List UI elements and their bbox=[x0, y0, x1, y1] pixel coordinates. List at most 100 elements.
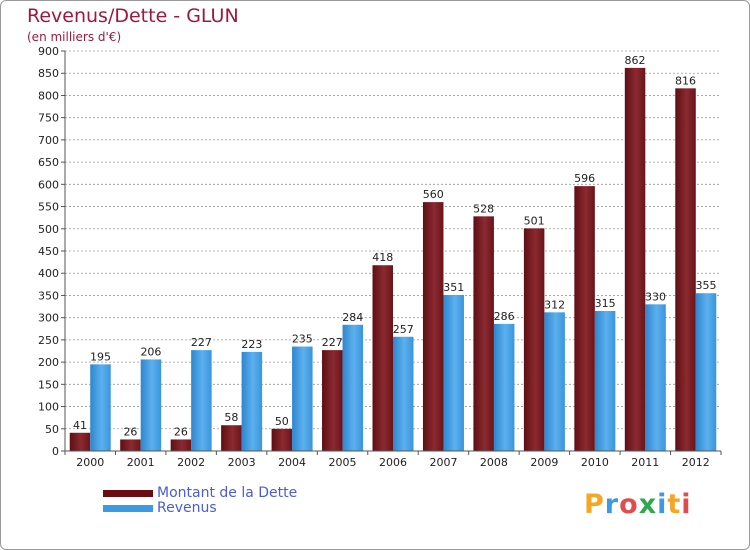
revenue-value-label: 284 bbox=[342, 311, 363, 324]
y-tick-label: 550 bbox=[38, 201, 59, 214]
revenue-value-label: 235 bbox=[292, 333, 313, 346]
revenue-bar bbox=[443, 295, 464, 451]
debt-value-label: 58 bbox=[224, 411, 238, 424]
legend-swatch-debt bbox=[103, 490, 153, 497]
logo-letter: t bbox=[667, 489, 682, 520]
debt-bar bbox=[120, 439, 141, 451]
logo-letter: x bbox=[638, 489, 658, 520]
y-tick-label: 450 bbox=[38, 245, 59, 258]
debt-value-label: 596 bbox=[574, 172, 595, 185]
revenue-bar bbox=[342, 324, 364, 451]
revenue-bar bbox=[695, 293, 717, 451]
debt-bar bbox=[473, 216, 494, 451]
debt-bar bbox=[523, 228, 545, 451]
y-tick-label: 800 bbox=[38, 89, 59, 102]
debt-value-label: 862 bbox=[625, 54, 646, 67]
x-tick-label: 2010 bbox=[581, 456, 609, 469]
y-tick-label: 150 bbox=[38, 378, 59, 391]
revenue-value-label: 195 bbox=[90, 350, 111, 363]
y-tick-label: 750 bbox=[38, 112, 59, 125]
revenue-value-label: 330 bbox=[645, 290, 666, 303]
y-tick-label: 850 bbox=[38, 67, 59, 80]
revenue-value-label: 315 bbox=[595, 297, 616, 310]
y-tick-label: 250 bbox=[38, 334, 59, 347]
x-axis: 2000 2001 2002 2003 2004 2005 2006 2007 2008 2009… bbox=[64, 450, 722, 469]
debt-value-label: 50 bbox=[275, 415, 289, 428]
y-tick-label: 300 bbox=[38, 312, 59, 325]
y-tick-label: 50 bbox=[45, 423, 59, 436]
y-tick-label: 0 bbox=[52, 445, 59, 458]
debt-bar bbox=[675, 88, 696, 451]
x-tick-label: 2006 bbox=[379, 456, 407, 469]
bars bbox=[69, 67, 717, 451]
debt-value-label: 26 bbox=[123, 425, 137, 438]
revenue-bar bbox=[645, 304, 666, 451]
debt-value-label: 528 bbox=[473, 202, 494, 215]
debt-value-label: 26 bbox=[174, 425, 188, 438]
x-tick-label: 2004 bbox=[278, 456, 306, 469]
revenue-bar bbox=[544, 312, 565, 451]
y-axis: 0 50 100 150 200 250 300 350 400 450 500 550 600 650 7… bbox=[38, 45, 66, 458]
y-tick-label: 200 bbox=[38, 356, 59, 369]
logo-letter: o bbox=[619, 489, 639, 520]
x-tick-label: 2000 bbox=[76, 456, 104, 469]
legend-label-debt: Montant de la Dette bbox=[157, 485, 298, 501]
revenue-bar bbox=[393, 336, 414, 451]
revenue-bar bbox=[292, 346, 313, 451]
x-tick-label: 2007 bbox=[429, 456, 457, 469]
debt-bar bbox=[422, 202, 444, 451]
debt-bar bbox=[221, 425, 242, 451]
debt-value-label: 560 bbox=[423, 188, 444, 201]
revenue-bar bbox=[90, 364, 111, 451]
revenue-value-label: 206 bbox=[140, 345, 161, 358]
x-tick-label: 2001 bbox=[127, 456, 155, 469]
revenue-value-label: 355 bbox=[696, 279, 717, 292]
x-tick-label: 2012 bbox=[682, 456, 710, 469]
revenue-value-label: 223 bbox=[241, 338, 262, 351]
x-tick-label: 2002 bbox=[177, 456, 205, 469]
revenue-value-label: 227 bbox=[191, 336, 212, 349]
chart-subtitle: (en milliers d'€) bbox=[27, 30, 122, 44]
legend-label-revenue: Revenus bbox=[157, 500, 217, 516]
debt-value-label: 41 bbox=[73, 419, 87, 432]
y-tick-label: 100 bbox=[38, 401, 59, 414]
logo-letter: r bbox=[604, 489, 620, 520]
debt-bar bbox=[271, 428, 293, 451]
revenue-value-label: 312 bbox=[544, 298, 565, 311]
debt-bar bbox=[69, 432, 91, 451]
y-tick-label: 350 bbox=[38, 289, 59, 302]
revenue-value-label: 351 bbox=[443, 281, 464, 294]
y-tick-label: 400 bbox=[38, 267, 59, 280]
revenue-bar bbox=[191, 350, 212, 451]
proxiti-logo: Proxiti bbox=[584, 489, 692, 520]
x-tick-label: 2003 bbox=[228, 456, 256, 469]
y-tick-label: 650 bbox=[38, 156, 59, 169]
revenue-bar bbox=[241, 351, 263, 451]
debt-value-label: 501 bbox=[524, 214, 545, 227]
revenue-value-label: 257 bbox=[393, 323, 414, 336]
debt-bar bbox=[170, 439, 192, 451]
x-tick-label: 2011 bbox=[631, 456, 659, 469]
debt-bar bbox=[372, 265, 393, 451]
y-tick-label: 700 bbox=[38, 134, 59, 147]
debt-bar bbox=[624, 67, 646, 451]
legend-swatch-revenue bbox=[103, 505, 153, 512]
revenue-bar bbox=[140, 359, 162, 451]
x-tick-label: 2008 bbox=[480, 456, 508, 469]
y-tick-label: 500 bbox=[38, 223, 59, 236]
x-tick-label: 2005 bbox=[329, 456, 357, 469]
chart-title: Revenus/Dette - GLUN bbox=[27, 5, 239, 27]
debt-value-label: 816 bbox=[675, 74, 696, 87]
x-tick-label: 2009 bbox=[530, 456, 558, 469]
value-labels: 41 195 26 206 26 227 58 223 50 235 227 284 418 257 560… bbox=[73, 54, 717, 439]
revenue-bar bbox=[493, 323, 515, 451]
logo-letter: i bbox=[681, 489, 692, 520]
debt-bar bbox=[574, 186, 595, 451]
logo-letter: P bbox=[584, 489, 605, 520]
y-tick-label: 900 bbox=[38, 45, 59, 58]
revenue-value-label: 286 bbox=[494, 310, 515, 323]
y-tick-label: 600 bbox=[38, 178, 59, 191]
debt-value-label: 418 bbox=[372, 251, 393, 264]
